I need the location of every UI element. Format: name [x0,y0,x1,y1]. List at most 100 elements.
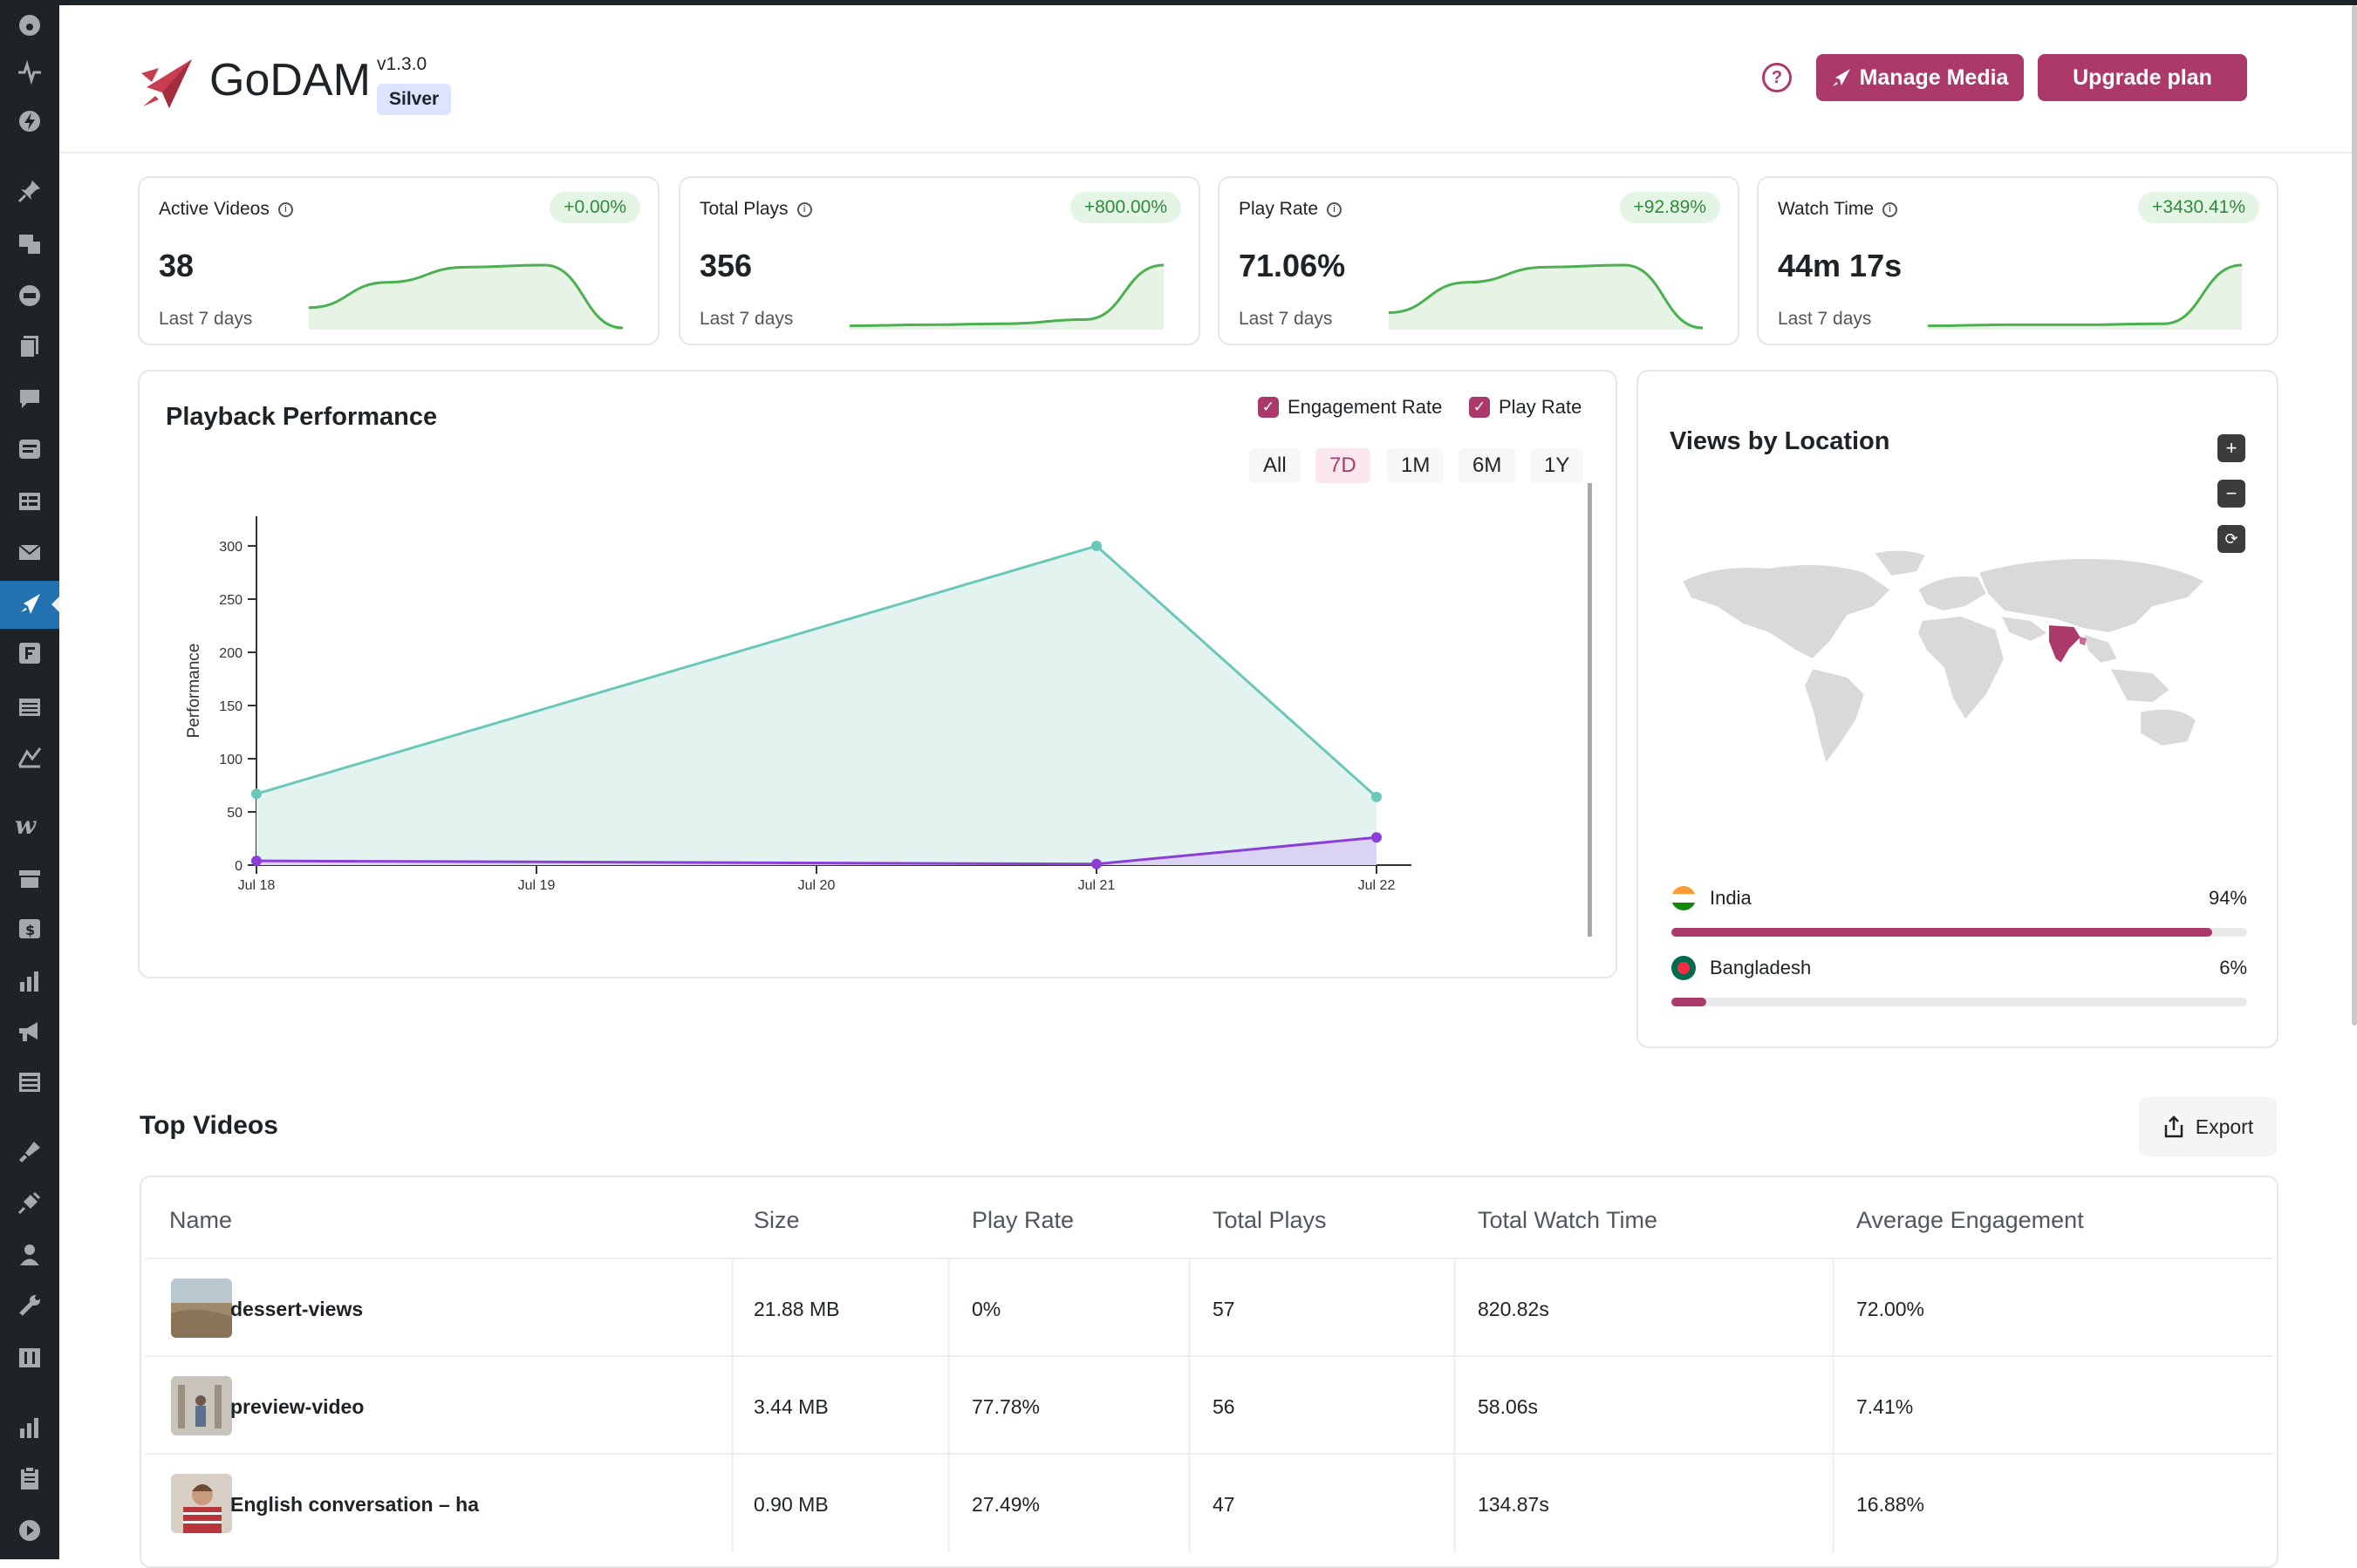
column-divider [731,1357,734,1455]
top-videos-table: Name Size Play Rate Total Plays Total Wa… [140,1176,2278,1568]
dashboard-icon[interactable] [15,10,44,40]
india-flag-icon [1671,886,1696,910]
plugins-icon[interactable] [15,1188,44,1217]
metric-period: Last 7 days [1778,309,1872,329]
legend-play-rate[interactable]: ✓ Play Rate [1469,396,1582,419]
table-row[interactable]: dessert-views 21.88 MB 0% 57 820.82s 72.… [145,1258,2273,1357]
forms-icon[interactable] [15,434,44,464]
sparkline-line [308,263,624,330]
column-header-size[interactable]: Size [754,1207,800,1233]
column-header-total-plays[interactable]: Total Plays [1213,1207,1327,1233]
list-table-icon[interactable] [15,692,44,722]
media-icon[interactable] [15,228,44,258]
reports-bars-icon[interactable] [15,1413,44,1442]
export-button[interactable]: Export [2139,1097,2277,1156]
comments-icon[interactable] [15,384,44,413]
data-point [1091,541,1102,551]
activity-icon[interactable] [15,58,44,87]
metric-sparkline [308,263,624,330]
y-tick-label: 0 [235,859,243,874]
checkbox-checked-icon[interactable]: ✓ [1469,397,1490,418]
manage-media-button[interactable]: Manage Media [1816,54,2024,101]
video-thumbnail[interactable] [171,1376,232,1435]
table-row[interactable]: preview-video 3.44 MB 77.78% 56 58.06s 7… [145,1355,2273,1455]
y-axis-label: Performance [185,644,203,739]
video-size: 3.44 MB [754,1395,829,1418]
forms-f-icon[interactable] [15,638,44,668]
video-name[interactable]: preview-video [230,1395,365,1418]
settings-sliders-icon[interactable] [15,1343,44,1373]
range-1m[interactable]: 1M [1387,448,1445,483]
table-row[interactable]: English conversation – ha 0.90 MB 27.49%… [145,1453,2273,1552]
share-bar [1671,998,2247,1006]
map-region-bangladesh [2080,637,2087,645]
marketing-megaphone-icon[interactable] [15,1017,44,1046]
help-icon[interactable]: ? [1762,63,1792,92]
share-bar-fill [1671,998,1706,1006]
collapse-menu-icon[interactable] [15,1516,44,1545]
tools-wrench-icon[interactable] [15,1291,44,1320]
metric-value: 38 [159,248,195,283]
sparkline-area [1928,265,2242,330]
share-bar [1671,928,2247,937]
range-1y[interactable]: 1Y [1530,448,1584,483]
upgrade-plan-button[interactable]: Upgrade plan [2038,54,2247,101]
country-percent: 6% [2219,957,2247,978]
video-name[interactable]: dessert-views [230,1298,364,1320]
sparkline-line [1388,263,1704,330]
playback-performance-title: Playback Performance [166,403,438,431]
range-all[interactable]: All [1249,448,1301,483]
range-6m[interactable]: 6M [1459,448,1516,483]
column-header-average-engagement[interactable]: Average Engagement [1856,1207,2084,1233]
video-thumbnail[interactable] [171,1474,232,1533]
analytics-chart-icon[interactable] [15,741,44,771]
zoom-in-button[interactable]: + [2217,434,2245,462]
column-header-total-watch-time[interactable]: Total Watch Time [1478,1207,1658,1233]
column-header-name[interactable]: Name [169,1207,233,1233]
godam-rocket-icon[interactable] [15,590,44,619]
range-7d[interactable]: 7D [1315,448,1370,483]
info-icon[interactable]: i [277,201,293,217]
page-scrollbar[interactable] [2352,5,2357,1026]
elementor-templates-icon[interactable] [15,1067,44,1097]
sparkline-area [1389,265,1703,330]
mail-icon[interactable] [15,537,44,567]
playback-performance-card: Playback Performance ✓ Engagement Rate ✓… [138,370,1617,978]
video-thumbnail[interactable] [171,1278,232,1338]
metric-card: Active Videos i +0.00% 38 Last 7 days [138,176,659,345]
checkbox-checked-icon[interactable]: ✓ [1258,397,1279,418]
x-tick-label: Jul 18 [238,878,276,893]
chart-scrollbar[interactable] [1588,483,1592,937]
table-icon[interactable] [15,487,44,516]
metric-value: 356 [700,248,753,283]
column-header-play-rate[interactable]: Play Rate [972,1207,1075,1233]
metric-card: Play Rate i +92.89% 71.06% Last 7 days [1218,176,1739,345]
comments-bubble-icon[interactable] [15,281,44,310]
video-name[interactable]: English conversation – ha [230,1493,480,1516]
products-icon[interactable] [15,863,44,893]
world-map[interactable] [1664,546,2223,773]
info-icon[interactable]: i [1327,201,1342,217]
performance-icon[interactable] [15,106,44,136]
video-play-rate: 27.49% [972,1493,1041,1516]
metric-card: Total Plays i +800.00% 356 Last 7 days [679,176,1200,345]
column-divider [731,1455,734,1552]
metric-change-badge: +3430.41% [2138,192,2259,223]
svg-text:w: w [15,813,37,839]
info-icon[interactable]: i [796,201,812,217]
export-label: Export [2195,1115,2254,1138]
svg-text:$: $ [25,922,35,938]
woocommerce-icon[interactable]: w [15,811,44,841]
godam-logo[interactable] [140,58,195,116]
zoom-out-button[interactable]: − [2217,480,2245,508]
legend-engagement-rate[interactable]: ✓ Engagement Rate [1258,396,1442,419]
reset-map-button[interactable]: ⟳ [2217,525,2245,553]
clipboard-icon[interactable] [15,1463,44,1493]
pages-icon[interactable] [15,331,44,361]
payments-icon[interactable]: $ [15,914,44,944]
info-icon[interactable]: i [1882,201,1898,217]
posts-pin-icon[interactable] [15,176,44,206]
appearance-brush-icon[interactable] [15,1137,44,1167]
users-icon[interactable] [15,1240,44,1270]
stats-bars-icon[interactable] [15,966,44,996]
